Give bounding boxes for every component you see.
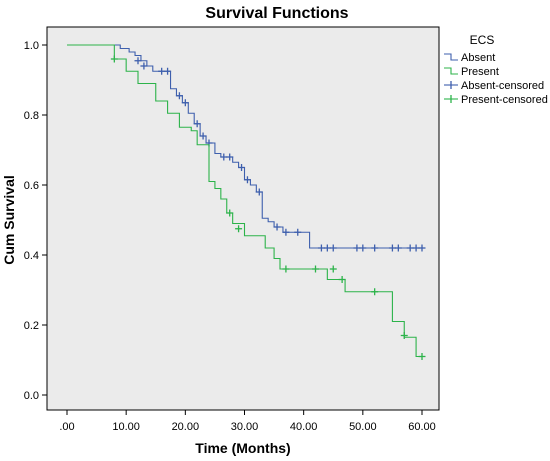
series-layer xyxy=(67,44,426,360)
censor-mark-absent xyxy=(406,244,414,252)
x-tick-label: 50.00 xyxy=(349,421,377,433)
censor-mark-absent xyxy=(323,244,331,252)
censor-mark-absent xyxy=(329,244,337,252)
x-tick-label: .00 xyxy=(59,421,74,433)
x-tick-label: 60.00 xyxy=(408,421,436,433)
censor-mark-absent xyxy=(388,244,396,252)
y-tick-label: 0.8 xyxy=(24,110,39,122)
censor-mark-absent xyxy=(273,223,281,231)
censor-mark-absent xyxy=(175,92,183,100)
y-axis: 0.0 0.2 0.4 0.6 0.8 1.0 xyxy=(24,40,47,402)
series-line-present xyxy=(67,44,422,358)
x-tick-label: 10.00 xyxy=(112,421,140,433)
y-tick-label: 1.0 xyxy=(24,40,39,52)
censor-mark-absent xyxy=(164,67,172,75)
censor-mark-absent xyxy=(418,244,426,252)
legend-label-absent-censored: Absent-censored xyxy=(461,80,544,92)
y-tick-label: 0.2 xyxy=(24,320,39,332)
legend-label-present-censored: Present-censored xyxy=(461,94,548,106)
censor-mark-present xyxy=(400,332,408,339)
censor-mark-absent xyxy=(394,244,402,252)
censor-mark-present xyxy=(110,55,118,63)
censor-mark-absent xyxy=(353,244,361,252)
censor-mark-absent xyxy=(158,67,166,75)
censor-mark-absent xyxy=(220,153,228,161)
censor-mark-absent xyxy=(181,99,189,107)
censor-mark-absent xyxy=(282,228,290,236)
censor-mark-present xyxy=(329,265,337,273)
legend-label-absent: Absent xyxy=(461,52,495,64)
censor-mark-absent xyxy=(199,132,207,140)
x-axis: .00 10.00 20.00 30.00 40.00 50.00 60.00 xyxy=(59,410,436,433)
censor-mark-absent xyxy=(359,244,367,252)
censor-mark-absent xyxy=(317,244,325,252)
x-tick-label: 20.00 xyxy=(172,421,200,433)
legend-item-absent-censored: Absent-censored xyxy=(444,80,544,92)
censor-mark-present xyxy=(226,209,234,217)
plot-area xyxy=(46,26,440,411)
censor-mark-absent xyxy=(134,57,142,65)
legend-swatch-absent xyxy=(444,53,458,61)
censor-mark-absent xyxy=(294,228,302,236)
x-tick-label: 40.00 xyxy=(290,421,318,433)
censor-mark-present xyxy=(312,265,319,273)
legend-item-absent: Absent xyxy=(444,52,495,64)
legend: ECS Absent Present Absent-censored Present-… xyxy=(444,33,548,106)
censor-mark-present xyxy=(235,225,243,233)
y-tick-label: 0.6 xyxy=(24,180,39,192)
y-tick-label: 0.0 xyxy=(24,390,39,402)
censor-mark-absent xyxy=(140,62,148,70)
censor-mark-absent xyxy=(412,244,420,252)
chart-title: Survival Functions xyxy=(205,5,348,22)
censor-mark-absent xyxy=(255,188,263,196)
censor-mark-absent xyxy=(243,176,251,184)
censor-mark-present xyxy=(282,265,290,273)
series-line-absent xyxy=(67,44,422,249)
legend-item-present: Present xyxy=(444,66,499,78)
legend-swatch-present xyxy=(444,67,458,75)
x-axis-title: Time (Months) xyxy=(195,440,290,456)
legend-title: ECS xyxy=(470,33,495,47)
y-axis-title: Cum Survival xyxy=(1,175,17,264)
censor-mark-absent xyxy=(193,120,201,128)
censor-mark-absent xyxy=(238,164,246,171)
legend-label-present: Present xyxy=(461,66,499,78)
censor-mark-absent xyxy=(226,153,234,161)
y-tick-label: 0.4 xyxy=(24,250,39,262)
censor-mark-present xyxy=(371,288,379,296)
legend-item-present-censored: Present-censored xyxy=(444,94,548,106)
censor-mark-present xyxy=(418,353,426,360)
censor-mark-present xyxy=(338,276,346,283)
censor-mark-absent xyxy=(371,244,379,252)
x-tick-label: 30.00 xyxy=(231,421,259,433)
